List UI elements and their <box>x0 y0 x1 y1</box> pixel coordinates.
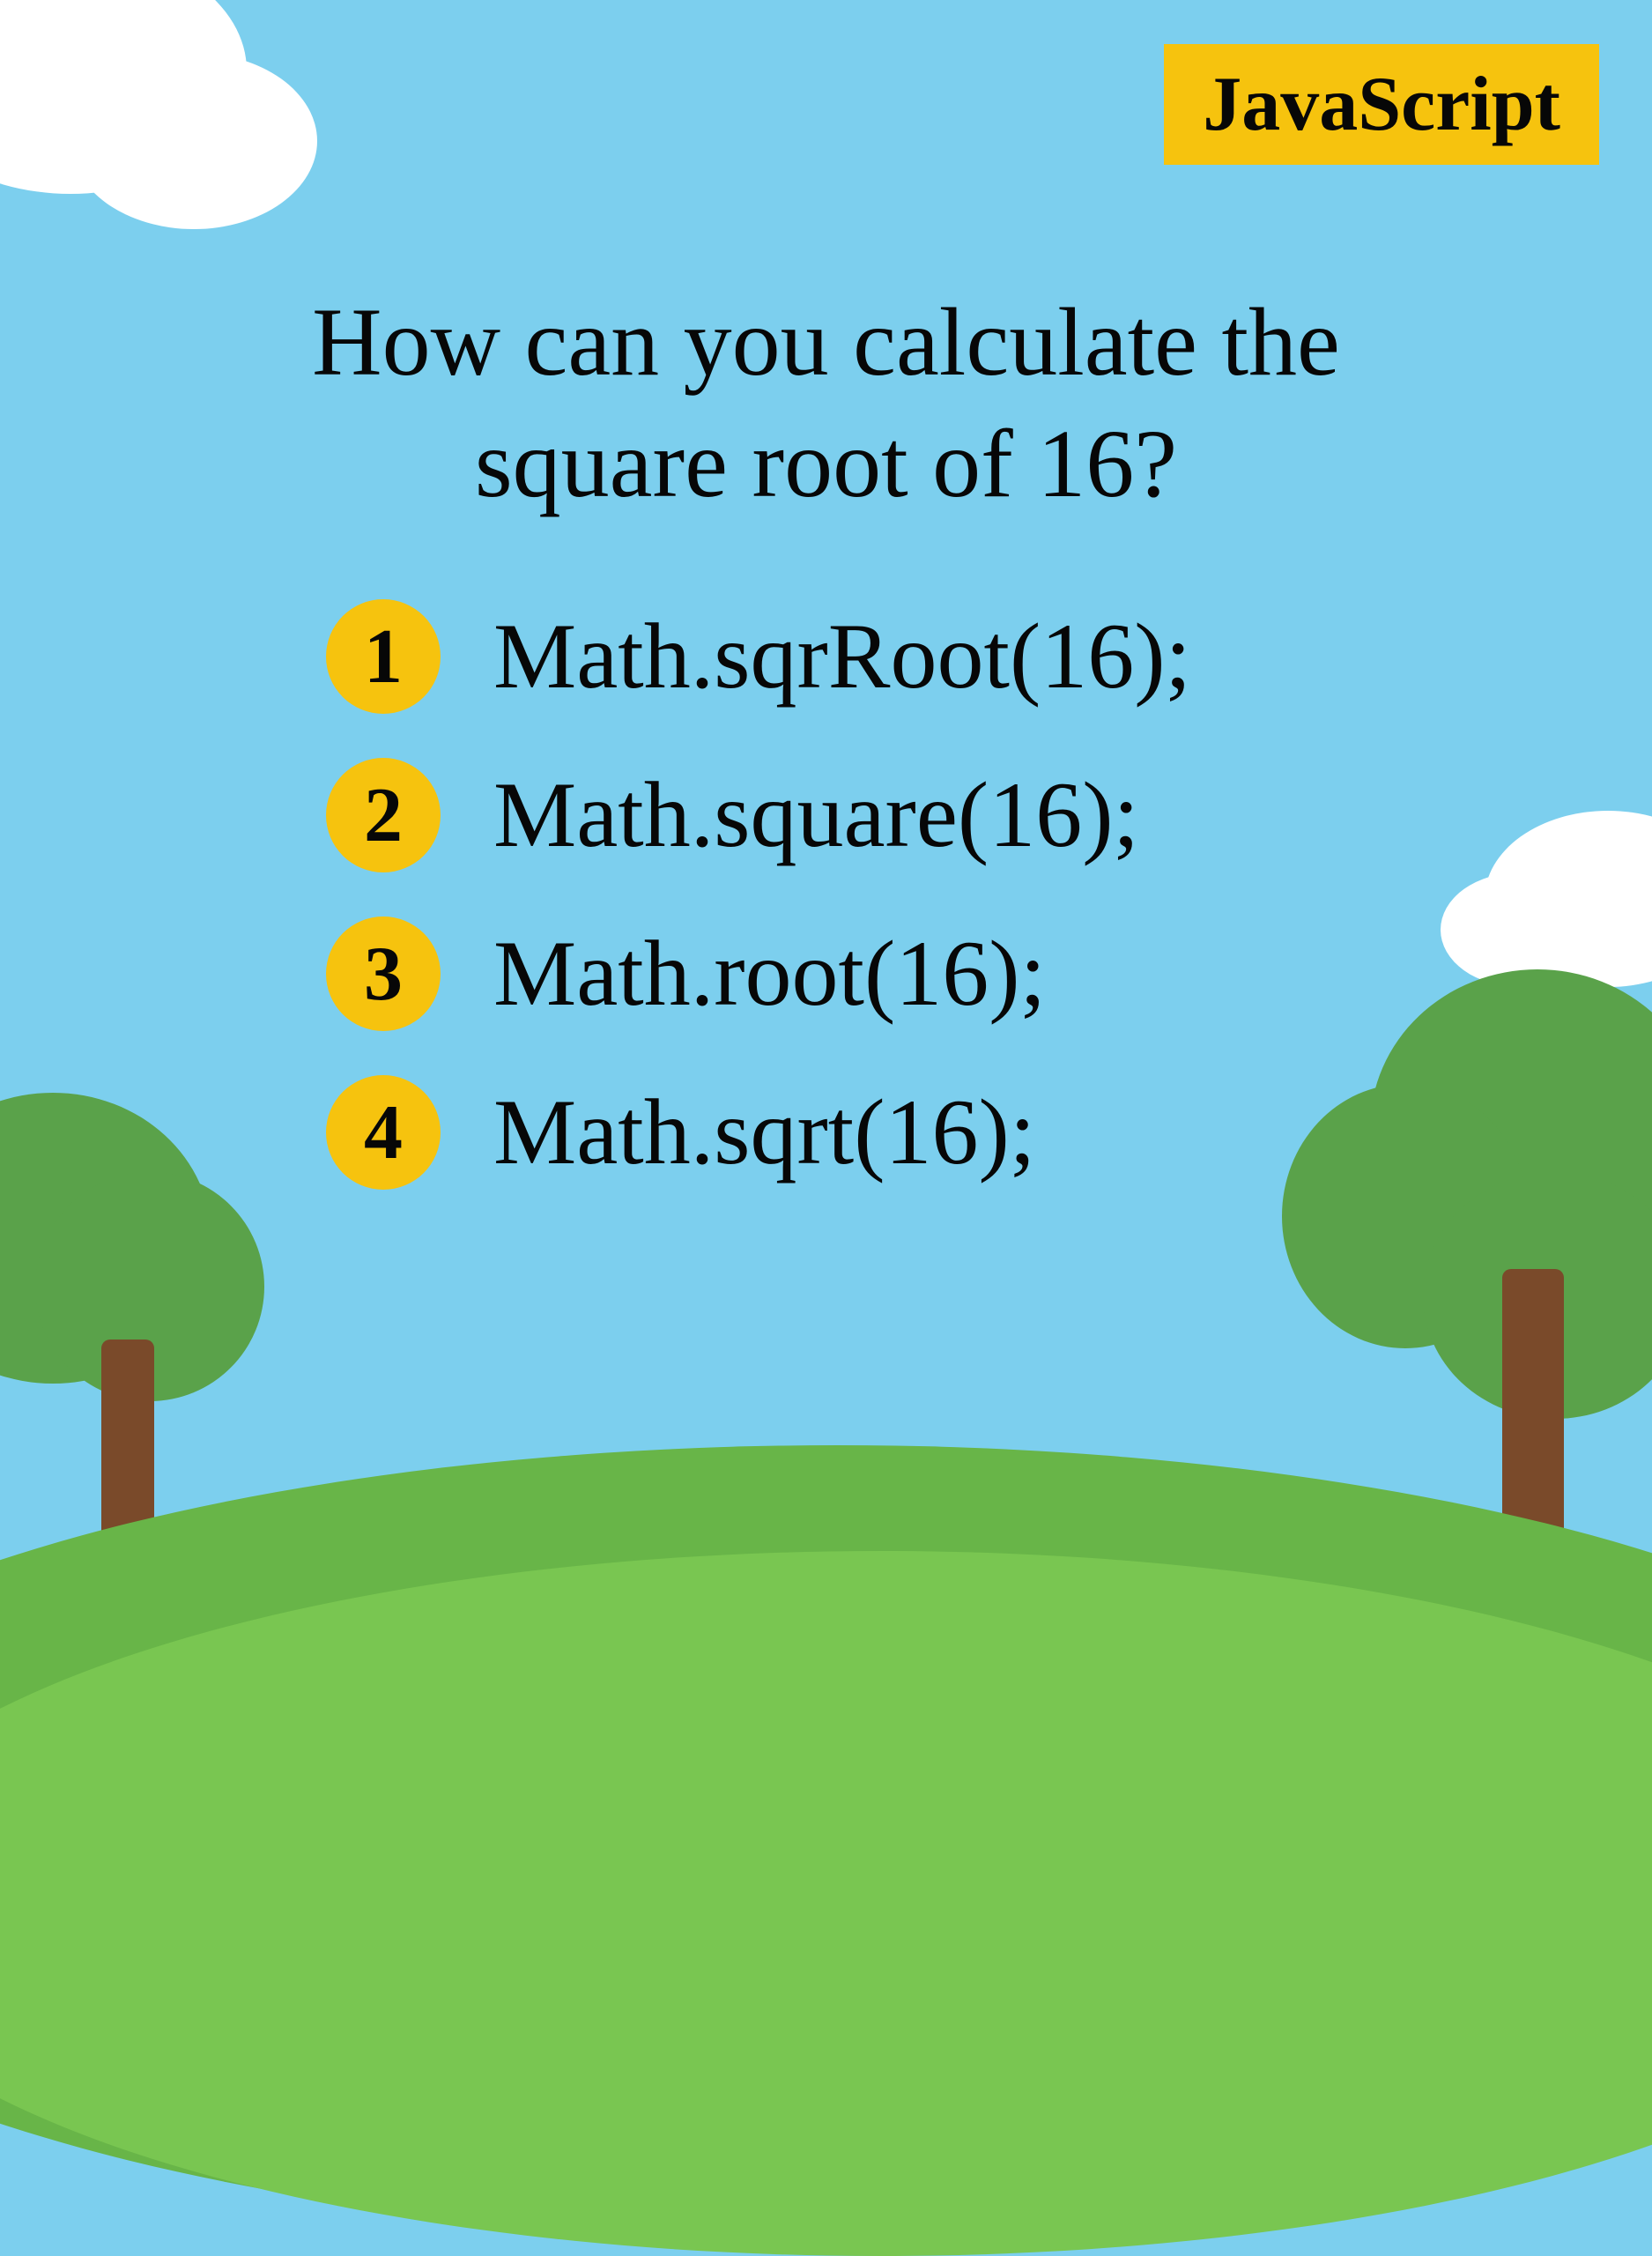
options-list: 1 Math.sqrRoot(16); 2 Math.square(16); 3… <box>326 599 1191 1190</box>
language-tag: JavaScript <box>1164 44 1599 165</box>
cloud-top-left <box>70 53 317 229</box>
question-text: How can you calculate the square root of… <box>0 282 1652 524</box>
option-2-number: 2 <box>326 758 441 872</box>
option-4[interactable]: 4 Math.sqrt(16); <box>326 1075 1191 1190</box>
option-1-number: 1 <box>326 599 441 714</box>
option-4-text: Math.sqrt(16); <box>493 1079 1035 1186</box>
hill-front <box>0 1551 1652 2256</box>
option-2-text: Math.square(16); <box>493 761 1139 869</box>
option-3-number: 3 <box>326 916 441 1031</box>
option-2[interactable]: 2 Math.square(16); <box>326 758 1191 872</box>
option-3-text: Math.root(16); <box>493 920 1046 1028</box>
question-line1: How can you calculate the <box>312 288 1340 396</box>
option-1-text: Math.sqrRoot(16); <box>493 603 1191 710</box>
option-4-number: 4 <box>326 1075 441 1190</box>
option-1[interactable]: 1 Math.sqrRoot(16); <box>326 599 1191 714</box>
question-line2: square root of 16? <box>475 410 1177 517</box>
option-3[interactable]: 3 Math.root(16); <box>326 916 1191 1031</box>
